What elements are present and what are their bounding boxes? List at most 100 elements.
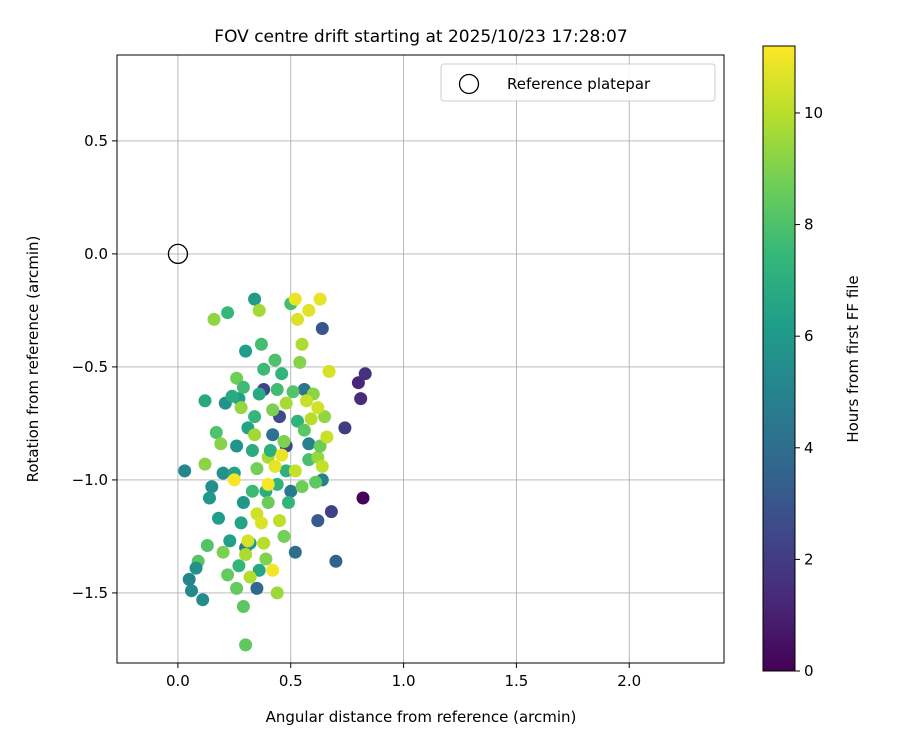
- y-tick-label: 0.0: [84, 245, 108, 263]
- data-point: [221, 306, 235, 320]
- data-point: [356, 491, 370, 505]
- data-point: [293, 355, 307, 369]
- data-point: [288, 464, 302, 478]
- y-tick-label: 0.5: [84, 132, 108, 150]
- data-point: [230, 439, 244, 453]
- data-point: [230, 371, 244, 385]
- data-point: [273, 514, 286, 528]
- y-axis-ticks: 0.5 0.0 −0.5 −1.0 −1.5: [72, 132, 117, 602]
- data-point: [245, 484, 259, 498]
- legend-box: [440, 63, 716, 102]
- data-point: [252, 303, 266, 317]
- data-point: [302, 303, 316, 317]
- colorbar-tick-label: 10: [804, 104, 823, 122]
- data-point: [266, 428, 280, 442]
- data-point: [302, 437, 316, 451]
- data-point: [248, 428, 262, 442]
- data-point: [209, 426, 223, 439]
- colorbar-gradient: [762, 45, 796, 672]
- colorbar-tick-label: 6: [804, 327, 814, 345]
- data-point: [196, 593, 210, 607]
- data-point: [279, 464, 293, 478]
- data-point: [311, 514, 325, 528]
- data-point: [234, 401, 248, 415]
- colorbar-tick-label: 8: [804, 216, 814, 234]
- reference-layer: [167, 243, 189, 265]
- data-point: [254, 516, 268, 530]
- x-tick-label: 2.0: [617, 672, 641, 690]
- reference-platepar-marker: [167, 243, 189, 265]
- data-point: [324, 505, 338, 519]
- data-point: [270, 383, 284, 396]
- data-point: [266, 403, 280, 417]
- data-point: [284, 484, 298, 498]
- data-point: [277, 435, 291, 448]
- data-point: [241, 534, 255, 548]
- data-point: [263, 444, 277, 457]
- colorbar-tick-label: 0: [804, 662, 814, 680]
- data-point: [270, 477, 284, 491]
- plot-background: [117, 55, 724, 663]
- x-tick-label: 1.0: [392, 672, 416, 690]
- data-point: [239, 548, 253, 561]
- data-point: [338, 421, 352, 435]
- data-point: [200, 539, 214, 552]
- data-point: [315, 459, 329, 473]
- legend: Reference platepar: [440, 63, 716, 102]
- data-point: [297, 423, 311, 437]
- data-point: [261, 477, 275, 491]
- data-points: [178, 292, 372, 652]
- data-point: [275, 448, 289, 462]
- data-point: [322, 364, 336, 378]
- data-point: [282, 496, 295, 509]
- y-axis-label: Rotation from reference (arcmin): [24, 236, 42, 483]
- data-point: [315, 322, 329, 335]
- legend-label-reference: Reference platepar: [507, 75, 651, 93]
- y-tick-label: −1.0: [72, 471, 108, 489]
- data-point: [268, 353, 282, 367]
- data-point: [279, 396, 293, 410]
- data-point: [304, 412, 318, 426]
- data-point: [313, 292, 327, 306]
- data-point: [295, 337, 309, 351]
- y-tick-label: −0.5: [72, 358, 108, 376]
- data-point: [214, 437, 228, 451]
- data-point: [266, 563, 280, 577]
- data-point: [268, 459, 282, 473]
- data-point: [225, 389, 239, 403]
- data-point: [318, 410, 332, 424]
- data-point: [275, 367, 289, 381]
- x-axis-label: Angular distance from reference (arcmin): [266, 708, 577, 726]
- data-point: [295, 480, 309, 494]
- x-tick-label: 0.5: [279, 672, 303, 690]
- data-point: [221, 568, 235, 582]
- data-point: [182, 572, 196, 586]
- data-point: [261, 496, 275, 509]
- x-tick-label: 0.0: [166, 672, 190, 690]
- data-point: [185, 584, 198, 598]
- data-point: [311, 401, 325, 415]
- data-point: [288, 292, 302, 306]
- data-point: [248, 410, 262, 424]
- data-point: [309, 475, 323, 489]
- data-point: [205, 480, 219, 494]
- colorbar-ticks: 0 2 4 6 8 10: [795, 104, 823, 680]
- data-point: [270, 586, 284, 600]
- x-axis-ticks: 0.0 0.5 1.0 1.5 2.0: [166, 663, 641, 690]
- data-point: [212, 511, 225, 525]
- colorbar-label: Hours from first FF file: [844, 275, 862, 442]
- data-point: [291, 414, 304, 428]
- data-point: [329, 554, 343, 568]
- plot-area: 0.0 0.5 1.0 1.5 2.0 0.5 0.0 −0.5 −1.0 −1.5: [72, 54, 725, 690]
- data-point: [254, 337, 268, 351]
- data-point: [198, 457, 212, 471]
- colorbar: 0 2 4 6 8 10 Hours from first FF file: [762, 45, 862, 680]
- data-point: [277, 529, 291, 543]
- data-point: [230, 581, 244, 595]
- data-point: [257, 536, 271, 550]
- data-point: [207, 312, 221, 326]
- data-point: [250, 581, 264, 595]
- data-point: [236, 380, 250, 394]
- legend-marker-circle: [458, 73, 480, 95]
- data-point: [313, 439, 327, 453]
